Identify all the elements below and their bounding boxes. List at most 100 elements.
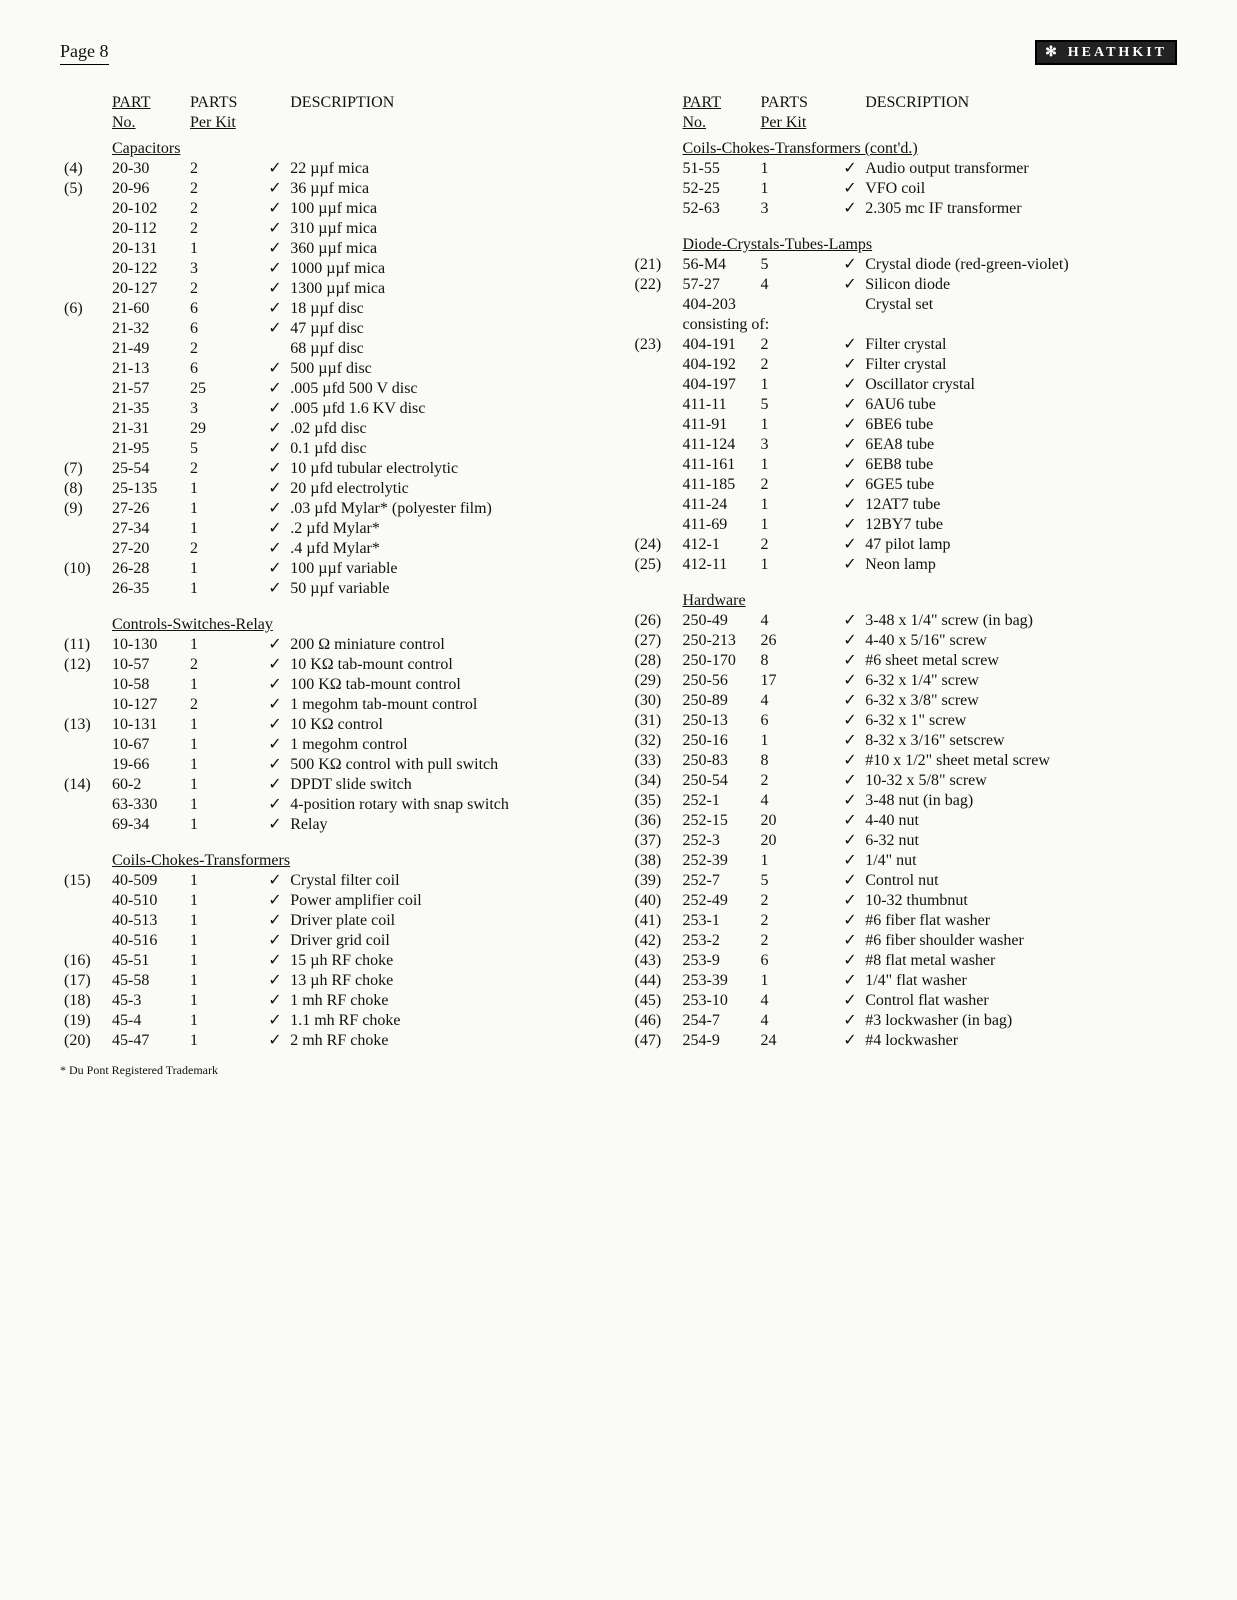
check-cell: ✓ [264, 891, 286, 911]
partno-cell: 21-60 [108, 299, 186, 319]
check-cell [839, 295, 861, 315]
desc-cell: 47 pilot lamp [861, 535, 1177, 555]
section-title-row: Capacitors [60, 133, 607, 159]
partno-cell: 10-130 [108, 635, 186, 655]
check-cell: ✓ [839, 931, 861, 951]
qty-cell: 1 [186, 715, 264, 735]
table-row: 20-1311✓360 µµf mica [60, 239, 607, 259]
table-row: 21-5725✓.005 µfd 500 V disc [60, 379, 607, 399]
partno-cell: 69-34 [108, 815, 186, 835]
qty-cell: 1 [186, 479, 264, 499]
qty-cell: 5 [757, 255, 840, 275]
table-row: (45)253-104✓Control flat washer [631, 991, 1178, 1011]
qty-cell: 2 [757, 771, 840, 791]
desc-cell: 10 KΩ tab-mount control [286, 655, 606, 675]
qty-cell: 1 [757, 555, 840, 575]
qty-cell: 1 [186, 971, 264, 991]
qty-cell: 1 [186, 519, 264, 539]
table-row: 411-691✓12BY7 tube [631, 515, 1178, 535]
desc-cell: 10-32 thumbnut [861, 891, 1177, 911]
check-cell: ✓ [264, 911, 286, 931]
table-row: (26)250-494✓3-48 x 1/4" screw (in bag) [631, 611, 1178, 631]
check-cell: ✓ [839, 791, 861, 811]
table-row: (40)252-492✓10-32 thumbnut [631, 891, 1178, 911]
ref-cell: (25) [631, 555, 679, 575]
table-row: (42)253-22✓#6 fiber shoulder washer [631, 931, 1178, 951]
qty-cell: 6 [757, 711, 840, 731]
check-cell: ✓ [264, 399, 286, 419]
qty-cell: 1 [757, 731, 840, 751]
table-row: (37)252-320✓6-32 nut [631, 831, 1178, 851]
table-row: 21-353✓.005 µfd 1.6 KV disc [60, 399, 607, 419]
partno-cell: 21-31 [108, 419, 186, 439]
section-title: Capacitors [112, 133, 180, 159]
qty-cell: 1 [186, 1011, 264, 1031]
ref-cell [631, 375, 679, 395]
table-row: 10-581✓100 KΩ tab-mount control [60, 675, 607, 695]
check-cell: ✓ [264, 219, 286, 239]
ref-cell: (33) [631, 751, 679, 771]
qty-cell: 1 [186, 755, 264, 775]
desc-cell: .03 µfd Mylar* (polyester film) [286, 499, 606, 519]
partno-cell: 27-26 [108, 499, 186, 519]
check-cell: ✓ [839, 199, 861, 219]
table-row: (18)45-31✓1 mh RF choke [60, 991, 607, 1011]
table-row: (11)10-1301✓200 Ω miniature control [60, 635, 607, 655]
partno-cell: 250-16 [679, 731, 757, 751]
desc-cell: 360 µµf mica [286, 239, 606, 259]
qty-cell: 4 [757, 611, 840, 631]
table-header: PARTNo. PARTSPer Kit DESCRIPTION [60, 93, 607, 133]
table-row: 51-551✓Audio output transformer [631, 159, 1178, 179]
check-cell: ✓ [839, 991, 861, 1011]
subheader: consisting of: [679, 315, 1178, 335]
qty-cell: 2 [186, 199, 264, 219]
partno-cell: 45-3 [108, 991, 186, 1011]
qty-cell: 29 [186, 419, 264, 439]
ref-cell: (17) [60, 971, 108, 991]
qty-cell: 6 [186, 319, 264, 339]
ref-cell [60, 891, 108, 911]
ref-cell: (13) [60, 715, 108, 735]
desc-cell: Neon lamp [861, 555, 1177, 575]
table-row: (41)253-12✓#6 fiber flat washer [631, 911, 1178, 931]
desc-cell: #6 sheet metal screw [861, 651, 1177, 671]
table-row: 10-671✓1 megohm control [60, 735, 607, 755]
partno-cell: 21-95 [108, 439, 186, 459]
qty-cell: 1 [186, 815, 264, 835]
table-row: (8)25-1351✓20 µfd electrolytic [60, 479, 607, 499]
desc-cell: 6-32 x 1/4" screw [861, 671, 1177, 691]
check-cell: ✓ [264, 1031, 286, 1051]
ref-cell: (41) [631, 911, 679, 931]
left-column: PARTNo. PARTSPer Kit DESCRIPTION Capacit… [60, 93, 607, 1078]
check-cell: ✓ [264, 991, 286, 1011]
ref-cell: (22) [631, 275, 679, 295]
check-cell: ✓ [264, 419, 286, 439]
qty-cell: 17 [757, 671, 840, 691]
partno-cell: 20-96 [108, 179, 186, 199]
check-cell: ✓ [264, 299, 286, 319]
partno-cell: 252-39 [679, 851, 757, 871]
desc-cell: #4 lockwasher [861, 1031, 1177, 1051]
check-cell: ✓ [264, 439, 286, 459]
ref-cell [60, 439, 108, 459]
qty-cell: 1 [186, 795, 264, 815]
ref-cell [60, 239, 108, 259]
ref-cell: (11) [60, 635, 108, 655]
check-cell: ✓ [839, 395, 861, 415]
ref-cell [60, 219, 108, 239]
section-title: Coils-Chokes-Transformers [112, 845, 290, 871]
qty-cell: 1 [186, 911, 264, 931]
partno-cell: 252-3 [679, 831, 757, 851]
ref-cell: (38) [631, 851, 679, 871]
check-cell: ✓ [264, 1011, 286, 1031]
table-row: 21-326✓47 µµf disc [60, 319, 607, 339]
ref-cell [60, 319, 108, 339]
desc-cell: 3-48 x 1/4" screw (in bag) [861, 611, 1177, 631]
partno-cell: 60-2 [108, 775, 186, 795]
section-title-row: Controls-Switches-Relay [60, 609, 607, 635]
table-row: (10)26-281✓100 µµf variable [60, 559, 607, 579]
desc-cell: 15 µh RF choke [286, 951, 606, 971]
page-number: Page 8 [60, 41, 109, 65]
ref-cell [60, 539, 108, 559]
ref-cell [631, 395, 679, 415]
